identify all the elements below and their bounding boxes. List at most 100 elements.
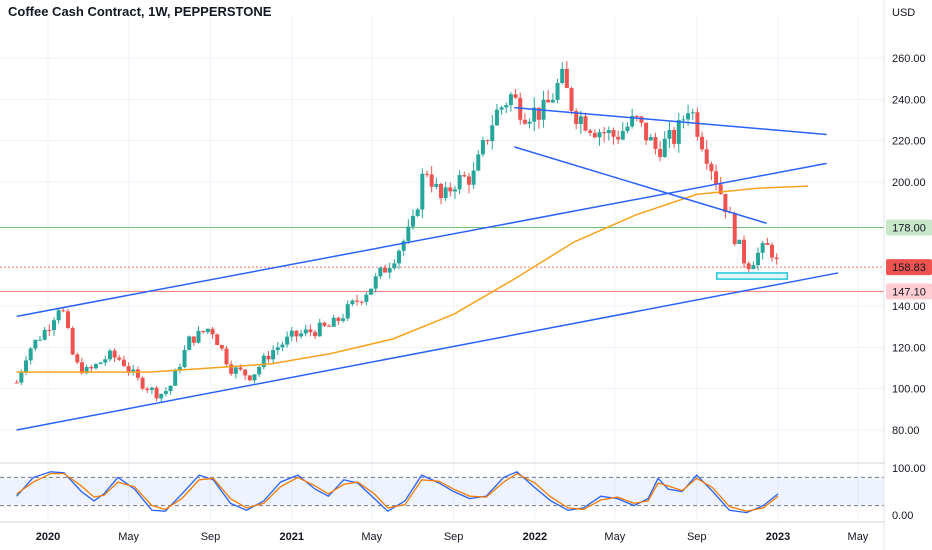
candle-body [667,129,672,139]
candle-body [704,149,709,164]
candle-body [597,132,602,138]
price-level-label: 147.10 [892,286,926,298]
x-tick-label: 2020 [36,531,60,543]
candle-body [243,369,248,376]
candle-body [70,328,75,355]
candle-body [714,171,719,185]
candle-body [438,183,443,199]
moving-average-line [16,185,809,373]
candle-body [625,126,630,132]
candle-body [359,301,364,303]
x-tick-label: Sep [444,531,464,543]
candle-body [406,226,411,242]
candle-body [490,125,495,142]
stochastic-tick-label: 100.00 [892,463,926,475]
candle-body [658,149,663,157]
candle-body [61,310,66,312]
candle-body [522,119,527,124]
candle-body [574,111,579,125]
candle-body [117,357,122,360]
candle-body [285,336,290,345]
y-tick-label: 80.00 [892,425,920,437]
x-tick-label: May [604,531,625,543]
candle-body [112,350,117,358]
candle-body [485,140,490,142]
candle-body [653,137,658,150]
price-level-badge [886,219,932,236]
candle-body [289,330,294,337]
candle-body [322,322,327,326]
candle-body [480,140,485,155]
candle-body [532,107,537,122]
candle-body [611,130,616,137]
candle-body [616,136,621,140]
x-tick-label: Sep [201,531,221,543]
candle-body [765,243,770,245]
candle-body [369,288,374,295]
candle-body [434,183,439,187]
candle-body [14,382,19,384]
candle-body [28,348,33,361]
candle-body [266,355,271,360]
candlestick-series [14,61,779,403]
y-tick-label: 120.00 [892,342,926,354]
candle-body [770,244,775,258]
candle-body [201,330,206,333]
candle-body [751,265,756,270]
x-tick-label: 2022 [523,531,547,543]
candle-body [65,311,70,329]
candle-body [452,189,457,192]
trendlines [16,106,839,431]
price-level-label: 158.83 [892,262,926,274]
candle-body [42,329,47,340]
candle-body [420,173,425,210]
candle-body [79,362,84,374]
candle-body [732,213,737,244]
candle-body [690,112,695,114]
candle-body [774,257,779,259]
y-tick-label: 100.00 [892,384,926,396]
candle-body [303,329,308,334]
candle-body [215,334,220,346]
candle-body [648,137,653,141]
candle-body [224,348,229,365]
y-tick-label: 260.00 [892,53,926,65]
x-tick-label: May [118,531,139,543]
candle-body [173,369,178,386]
candle-body [411,215,415,227]
candle-body [378,267,383,277]
candle-body [564,68,569,89]
candle-body [135,369,140,378]
x-tick-label: May [361,531,382,543]
candle-body [709,163,714,172]
candle-body [718,184,723,195]
trendline [514,106,827,136]
candle-body [681,119,686,121]
candle-body [47,329,52,331]
candle-body [33,339,38,349]
candle-body [257,367,262,375]
candle-body [742,239,747,264]
candle-body [443,187,448,199]
candle-body [331,317,336,327]
candle-body [75,354,80,363]
candle-body [387,268,392,273]
candle-body [299,333,304,337]
candle-body [294,330,299,337]
candle-body [163,391,168,394]
candle-body [401,241,406,251]
candle-body [280,344,285,348]
candle-body [760,243,765,253]
candle-body [583,116,588,131]
candle-body [107,350,112,360]
candle-body [737,239,742,244]
candle-body [723,194,728,213]
candle-body [448,187,453,192]
candle-body [238,367,243,370]
candle-body [140,377,145,389]
candle-body [252,374,257,381]
candle-body [89,367,94,369]
candle-body [336,317,341,321]
